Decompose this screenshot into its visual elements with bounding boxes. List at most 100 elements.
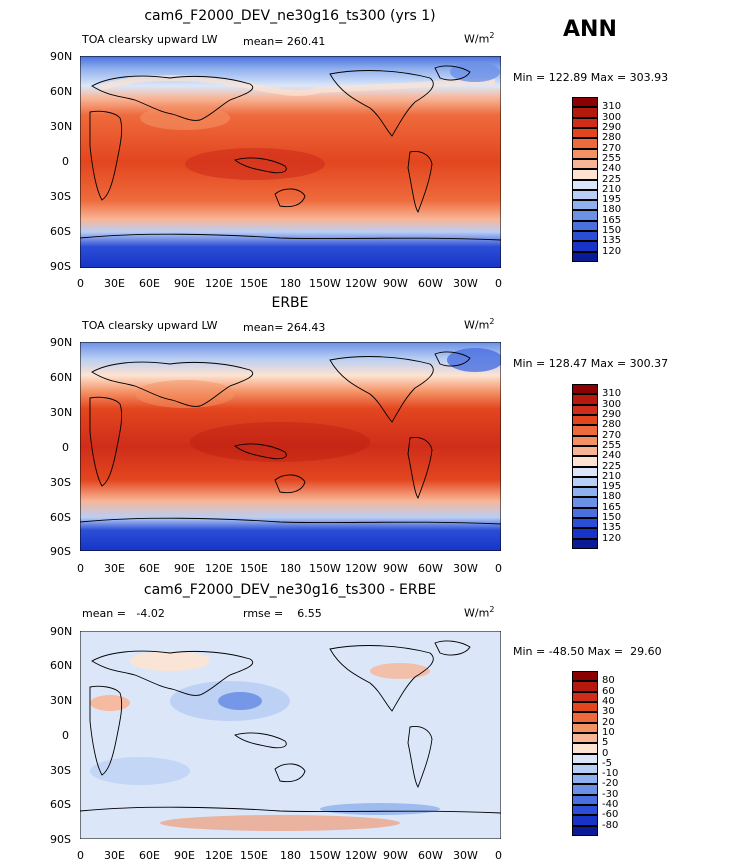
- lat-tick: 90N: [50, 336, 73, 349]
- colorbar-swatch: [572, 210, 598, 221]
- lon-tick: 180: [280, 562, 301, 575]
- colorbar-tick-label: 270: [602, 142, 622, 154]
- colorbar-swatch: [572, 753, 598, 764]
- colorbar-tick-label: -80: [602, 819, 619, 831]
- rmse-label: rmse = 6.55: [243, 607, 322, 620]
- lon-tick: 60W: [418, 277, 443, 290]
- lon-tick: 30W: [453, 277, 478, 290]
- colorbar-tick-label: 30: [602, 706, 615, 718]
- lon-tick: 120E: [205, 849, 233, 862]
- colorbar-tick-label: 255: [602, 152, 622, 164]
- lat-tick: 90S: [50, 545, 71, 558]
- colorbar-swatch: [572, 466, 598, 477]
- lat-tick: 60S: [50, 798, 71, 811]
- lat-tick: 30N: [50, 120, 73, 133]
- lon-tick: 90E: [174, 562, 195, 575]
- colorbar-tick-label: 5: [602, 737, 609, 749]
- lon-tick: 150W: [309, 562, 341, 575]
- field-blob: [450, 62, 500, 82]
- colorbar-tick-label: 0: [602, 747, 609, 759]
- colorbar-swatch: [572, 189, 598, 201]
- lon-tick: 60W: [418, 849, 443, 862]
- colorbar-swatch: [572, 691, 598, 702]
- colorbar-tick-label: -40: [602, 799, 619, 811]
- lon-tick: 30W: [453, 562, 478, 575]
- map-panel-obs: [80, 342, 501, 551]
- colorbar-swatch: [572, 97, 598, 108]
- lat-tick: 30S: [50, 476, 71, 489]
- colorbar-swatch: [572, 528, 598, 539]
- colorbar-tick-label: -5: [602, 757, 612, 769]
- colorbar-tick-label: 290: [602, 408, 622, 420]
- field-blob: [190, 422, 370, 462]
- colorbar-swatch: [572, 241, 598, 252]
- colorbar-tick-label: 135: [602, 522, 622, 534]
- colorbar-swatch: [572, 815, 598, 826]
- lon-tick: 0: [77, 849, 84, 862]
- colorbar-swatch: [572, 404, 598, 415]
- colorbar-swatch: [572, 425, 598, 436]
- colorbar-tick-label: 300: [602, 111, 622, 123]
- colorbar-swatch: [572, 518, 598, 529]
- colorbar-swatch: [572, 712, 598, 723]
- lon-tick: 180: [280, 849, 301, 862]
- lon-tick: 0: [77, 562, 84, 575]
- lat-tick: 60N: [50, 85, 73, 98]
- colorbar-tick-label: 210: [602, 470, 622, 482]
- colorbar-tick-label: 290: [602, 121, 622, 133]
- lat-tick: 0: [62, 155, 69, 168]
- units-label: W/m2: [464, 605, 495, 620]
- mean-label: mean= 264.43: [243, 321, 326, 334]
- colorbar-tick-label: 195: [602, 194, 622, 206]
- colorbar-swatch: [572, 456, 598, 467]
- map-panel-diff: [80, 631, 501, 839]
- field-label: TOA clearsky upward LW: [82, 33, 218, 46]
- lon-tick: 0: [495, 849, 502, 862]
- field-blob: [130, 651, 210, 671]
- min-max-label: Min = 122.89 Max = 303.93: [513, 71, 669, 84]
- field-blob: [447, 348, 501, 372]
- colorbar-tick-label: 20: [602, 716, 615, 728]
- colorbar-swatch: [572, 784, 598, 795]
- panel-title: ERBE: [271, 295, 309, 311]
- units-label: W/m2: [464, 31, 495, 46]
- colorbar-swatch: [572, 763, 598, 775]
- map-panel-model: [80, 56, 501, 268]
- colorbar-tick-label: 195: [602, 481, 622, 493]
- lon-tick: 60E: [139, 849, 160, 862]
- lat-tick: 0: [62, 441, 69, 454]
- lon-tick: 120W: [345, 849, 377, 862]
- colorbar-tick-label: 240: [602, 450, 622, 462]
- lon-tick: 150E: [240, 562, 268, 575]
- colorbar-swatch: [572, 497, 598, 508]
- colorbar-tick-label: 280: [602, 132, 622, 144]
- min-max-label: Min = -48.50 Max = 29.60: [513, 645, 662, 658]
- lon-tick: 60E: [139, 277, 160, 290]
- colorbar-obs: 310 300 290 280 270 255 240 225 210 195 180 165 150 1…: [572, 384, 682, 549]
- lon-tick: 0: [495, 277, 502, 290]
- field-band: [99, 75, 496, 96]
- colorbar-swatch: [572, 435, 598, 446]
- colorbar-swatch: [572, 169, 598, 180]
- colorbar-tick-label: 10: [602, 726, 615, 738]
- colorbar-swatch: [572, 671, 598, 682]
- lon-tick: 90W: [383, 562, 408, 575]
- lon-tick: 120W: [345, 562, 377, 575]
- colorbar-tick-label: 180: [602, 204, 622, 216]
- colorbar-tick-label: -10: [602, 768, 619, 780]
- lat-tick: 60N: [50, 371, 73, 384]
- colorbar-tick-label: 240: [602, 163, 622, 175]
- lon-tick: 120E: [205, 277, 233, 290]
- colorbar-tick-label: 270: [602, 429, 622, 441]
- colorbar-swatch: [572, 701, 598, 713]
- colorbar-swatch: [572, 179, 598, 190]
- colorbar-swatch: [572, 538, 598, 549]
- lat-tick: 90S: [50, 833, 71, 846]
- lat-tick: 90S: [50, 260, 71, 273]
- colorbar-swatch: [572, 507, 598, 519]
- coastlines: [80, 640, 501, 814]
- lon-tick: 90E: [174, 277, 195, 290]
- colorbar-tick-label: 165: [602, 214, 622, 226]
- field-blob: [90, 757, 190, 785]
- colorbar-tick-label: 225: [602, 460, 622, 472]
